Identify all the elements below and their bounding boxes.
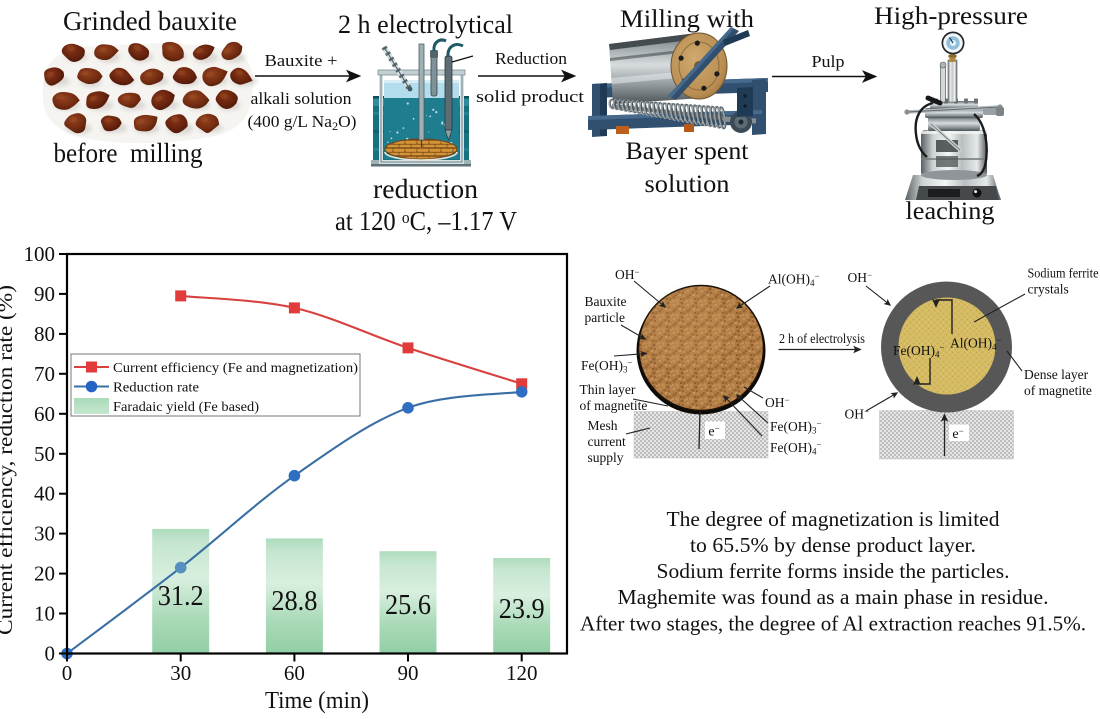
svg-text:before milling: before milling xyxy=(54,138,203,168)
svg-text:Time (min): Time (min) xyxy=(265,688,369,714)
svg-text:90: 90 xyxy=(398,661,419,685)
svg-text:30: 30 xyxy=(34,522,55,546)
svg-text:Fe(OH)4−: Fe(OH)4− xyxy=(770,440,822,457)
svg-text:Current efficiency (Fe and mag: Current efficiency (Fe and magnetization… xyxy=(113,360,358,375)
svg-text:90: 90 xyxy=(34,282,55,306)
svg-text:Mesh: Mesh xyxy=(588,418,618,433)
svg-text:60: 60 xyxy=(284,661,305,685)
svg-text:High-pressure: High-pressure xyxy=(874,3,1028,30)
svg-text:alkali solution: alkali solution xyxy=(251,89,353,108)
svg-text:Milling with: Milling with xyxy=(620,6,755,33)
svg-text:Bayer spent: Bayer spent xyxy=(626,138,749,165)
svg-text:23.9: 23.9 xyxy=(499,594,545,625)
svg-text:The degree of magnetization is: The degree of magnetization is limited xyxy=(667,507,1001,531)
svg-text:current: current xyxy=(588,434,626,449)
svg-text:0: 0 xyxy=(62,661,73,685)
svg-text:Thin layer: Thin layer xyxy=(580,382,636,397)
svg-text:Al(OH)4−: Al(OH)4− xyxy=(768,271,820,288)
svg-text:to 65.5% by dense product laye: to 65.5% by dense product layer. xyxy=(690,533,976,557)
svg-text:Fe(OH)3−: Fe(OH)3− xyxy=(770,419,822,436)
svg-text:10: 10 xyxy=(34,602,55,626)
svg-text:at 120 oC, –1.17 V: at 120 oC, –1.17 V xyxy=(335,206,517,236)
svg-text:40: 40 xyxy=(34,482,55,506)
svg-text:20: 20 xyxy=(34,562,55,586)
svg-text:Sodium ferrite forms inside th: Sodium ferrite forms inside the particle… xyxy=(657,559,1010,583)
svg-text:Faradaic yield (Fe based): Faradaic yield (Fe based) xyxy=(113,399,259,414)
svg-text:50: 50 xyxy=(34,442,55,466)
svg-text:30: 30 xyxy=(170,661,191,685)
svg-text:70: 70 xyxy=(34,362,55,386)
svg-text:Bauxite: Bauxite xyxy=(585,294,627,309)
svg-text:0: 0 xyxy=(45,642,56,666)
svg-text:Grinded bauxite: Grinded bauxite xyxy=(63,6,237,36)
svg-text:e−: e− xyxy=(708,424,719,440)
svg-text:supply: supply xyxy=(588,450,624,465)
svg-text:60: 60 xyxy=(34,402,55,426)
svg-text:of magnetite: of magnetite xyxy=(1024,383,1092,398)
svg-text:Dense layer: Dense layer xyxy=(1024,367,1089,382)
svg-text:solution: solution xyxy=(645,171,731,198)
svg-text:After two stages, the degree o: After two stages, the degree of Al extra… xyxy=(580,612,1086,636)
svg-text:e−: e− xyxy=(952,426,963,442)
svg-text:Sodium ferrite: Sodium ferrite xyxy=(1028,266,1099,281)
svg-text:80: 80 xyxy=(34,322,55,346)
svg-text:solid product: solid product xyxy=(476,87,584,106)
svg-text:Reduction: Reduction xyxy=(495,49,568,68)
svg-text:Reduction rate: Reduction rate xyxy=(113,380,199,395)
svg-text:OH−: OH− xyxy=(615,267,640,282)
svg-text:leaching: leaching xyxy=(906,198,996,225)
svg-text:2 h electrolytical: 2 h electrolytical xyxy=(338,10,513,39)
svg-text:Maghemite was found as a main: Maghemite was found as a main phase in r… xyxy=(618,585,1049,609)
svg-text:OH−: OH− xyxy=(765,395,790,410)
svg-text:Fe(OH)3−: Fe(OH)3− xyxy=(581,358,633,375)
svg-text:particle: particle xyxy=(585,310,625,325)
svg-text:Pulp: Pulp xyxy=(812,52,845,71)
svg-text:crystals: crystals xyxy=(1028,282,1069,297)
svg-text:of magnetite: of magnetite xyxy=(580,398,648,413)
svg-text:Current efficiency, reduction: Current efficiency, reduction rate (%) xyxy=(0,285,17,635)
svg-text:100: 100 xyxy=(24,242,56,266)
svg-text:OH−: OH− xyxy=(845,407,870,422)
svg-text:120: 120 xyxy=(506,661,538,685)
svg-text:Fe(OH)4−: Fe(OH)4− xyxy=(893,343,945,360)
svg-text:reduction: reduction xyxy=(373,174,479,204)
svg-text:28.8: 28.8 xyxy=(271,586,317,617)
svg-text:Bauxite +: Bauxite + xyxy=(265,51,338,70)
svg-text:25.6: 25.6 xyxy=(385,590,431,621)
svg-text:2 h of electrolysis: 2 h of electrolysis xyxy=(779,331,865,346)
svg-text:31.2: 31.2 xyxy=(158,581,204,612)
svg-text:Al(OH)4−: Al(OH)4− xyxy=(950,335,1002,352)
svg-text:OH−: OH− xyxy=(848,270,873,285)
